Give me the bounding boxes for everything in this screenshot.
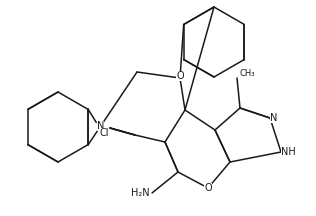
Text: O: O <box>176 71 184 81</box>
Text: Cl: Cl <box>99 127 109 138</box>
Text: NH: NH <box>281 147 296 157</box>
Text: N: N <box>97 121 104 131</box>
Text: O: O <box>204 183 212 193</box>
Text: N: N <box>270 113 277 123</box>
Text: H₂N: H₂N <box>131 188 150 198</box>
Text: CH₃: CH₃ <box>239 68 254 78</box>
